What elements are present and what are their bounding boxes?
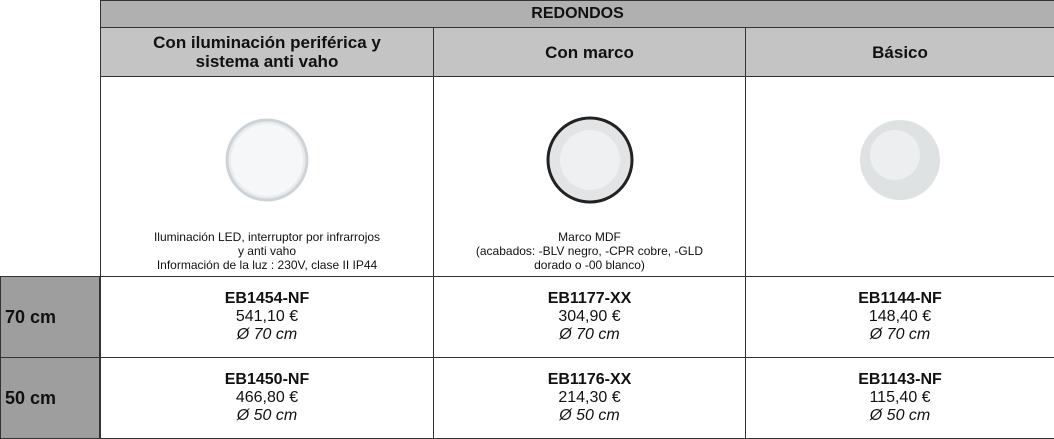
product-cell: EB1143-NF 115,40 € Ø 50 cm [744,357,1054,439]
product-table: REDONDOS Con iluminación periférica y sis… [99,0,1054,439]
product-price: 115,40 € [869,389,931,406]
description: Iluminación LED, interruptor por infrarr… [101,230,433,276]
description: Marco MDF (acabados: -BLV negro, -CPR cob… [434,230,745,276]
product-diameter: Ø 50 cm [559,407,620,424]
product-diameter: Ø 70 cm [869,326,931,343]
product-price: 214,30 € [558,389,621,406]
product-row: EB1450-NF 466,80 € Ø 50 cm EB1176-XX 214,30 … [100,357,1054,439]
mirror-image [225,118,309,202]
mirror-image [860,120,941,200]
table-title: REDONDOS [99,0,1054,28]
mirror-image [546,116,633,204]
product-code: EB1143-NF [858,371,942,388]
product-price: 148,40 € [868,308,932,325]
heading-line: Con marco [545,42,634,62]
product-row: EB1454-NF 541,10 € Ø 70 cm EB1177-XX 304,90 … [100,276,1054,358]
size-label: 50 cm [0,357,100,439]
column-heading: Básico [744,27,1054,77]
image-cell: Marco MDF (acabados: -BLV negro, -CPR cob… [433,76,746,277]
heading-line: Básico [872,42,928,62]
product-code: EB1176-XX [547,371,632,388]
description [746,230,1054,276]
product-diameter: Ø 50 cm [869,407,931,424]
product-diameter: Ø 70 cm [236,326,298,343]
product-cell: EB1454-NF 541,10 € Ø 70 cm [100,276,434,358]
product-cell: EB1176-XX 214,30 € Ø 50 cm [433,357,746,439]
description-line: Iluminación LED, interruptor por infrarr… [153,230,381,244]
description-line: dorado o -00 blanco) [534,258,645,272]
heading-line: Con iluminación periférica y [153,33,381,52]
product-diameter: Ø 70 cm [559,326,620,343]
product-diameter: Ø 50 cm [236,407,298,424]
heading-line: sistema anti vaho [195,52,339,71]
product-cell: EB1177-XX 304,90 € Ø 70 cm [433,276,746,358]
size-label: 70 cm [0,276,100,358]
description-line: Marco MDF [558,230,621,244]
product-price: 466,80 € [235,389,299,406]
image-cell [744,76,1054,277]
product-cell: EB1144-NF 148,40 € Ø 70 cm [744,276,1054,358]
column-heading: Con marco [433,27,746,77]
product-code: EB1450-NF [224,371,310,388]
column-heading: Con iluminación periférica y sistema anti… [100,27,434,77]
image-cell: Iluminación LED, interruptor por infrarr… [100,76,434,277]
description-line: Información de la luz : 230V, clase II I… [156,258,378,272]
product-code: EB1454-NF [224,290,310,307]
product-price: 541,10 € [235,308,299,325]
description-line: y anti vaho [237,244,297,258]
product-price: 304,90 € [558,308,621,325]
product-code: EB1144-NF [858,290,942,307]
description-line: (acabados: -BLV negro, -CPR cobre, -GLD [475,244,704,258]
product-code: EB1177-XX [547,290,632,307]
product-cell: EB1450-NF 466,80 € Ø 50 cm [100,357,434,439]
